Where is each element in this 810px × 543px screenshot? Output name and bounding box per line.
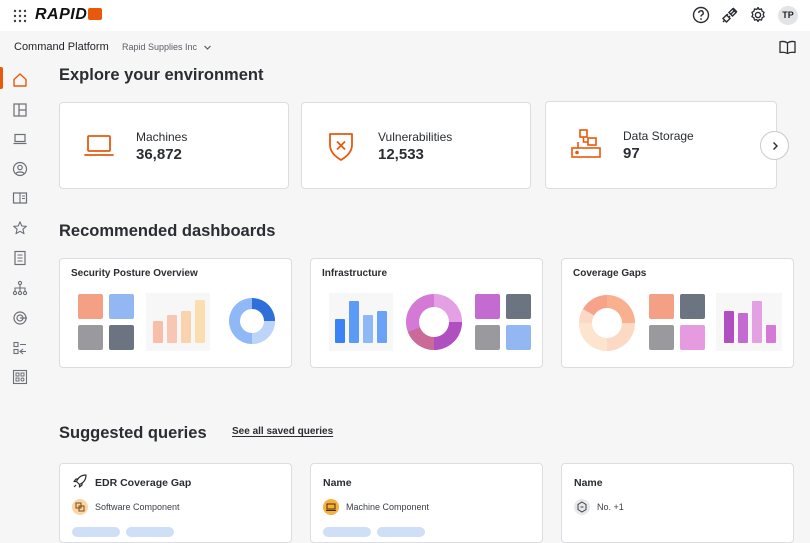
sidebar-item-machines[interactable] — [10, 129, 30, 149]
chevron-down-icon[interactable] — [203, 43, 212, 52]
query-title: Name — [574, 477, 603, 489]
query-title: EDR Coverage Gap — [95, 477, 192, 489]
vulnerability-component-icon — [574, 499, 590, 515]
dashboard-preview — [329, 293, 531, 351]
settings-icon[interactable] — [749, 6, 767, 24]
active-nav-indicator — [0, 67, 3, 89]
see-all-saved-queries-link[interactable]: See all saved queries — [232, 426, 334, 437]
query-tag — [72, 527, 120, 537]
sidebar-item-rules[interactable] — [10, 338, 30, 358]
stat-card-machines[interactable]: Machines 36,872 — [59, 102, 289, 189]
query-tag — [126, 527, 174, 537]
query-component: Software Component — [95, 502, 180, 512]
hierarchy-icon — [12, 280, 28, 296]
dashboard-title: Coverage Gaps — [573, 268, 647, 279]
query-card[interactable]: Name No. +1 — [561, 463, 794, 543]
dashboard-card-coverage-gaps[interactable]: Coverage Gaps — [561, 258, 794, 368]
dashboard-card-infrastructure[interactable]: Infrastructure — [310, 258, 543, 368]
rules-icon — [13, 341, 26, 355]
queries-heading: Suggested queries — [59, 424, 207, 442]
sidebar-item-hierarchy[interactable] — [10, 278, 30, 298]
machines-icon — [13, 133, 27, 145]
stat-value: 12,533 — [378, 146, 424, 163]
shield-x-icon — [329, 133, 353, 161]
sidebar-item-reports[interactable] — [10, 248, 30, 268]
user-avatar[interactable]: TP — [778, 6, 798, 25]
stat-label: Vulnerabilities — [378, 130, 453, 144]
stat-card-data-storage[interactable]: Data Storage 97 — [545, 101, 777, 189]
stat-label: Data Storage — [623, 129, 694, 143]
book-icon[interactable] — [779, 40, 796, 54]
sidebar-item-surface[interactable] — [10, 308, 30, 328]
identities-icon — [12, 161, 28, 177]
explore-heading: Explore your environment — [59, 66, 264, 84]
storage-icon — [571, 129, 601, 158]
laptop-icon — [84, 135, 114, 156]
query-component: No. +1 — [597, 502, 624, 512]
machine-component-icon — [323, 499, 339, 515]
sidebar-item-identities[interactable] — [10, 159, 30, 179]
software-component-icon — [72, 499, 88, 515]
sidebar-item-favorites[interactable] — [10, 218, 30, 238]
components-icon — [12, 369, 28, 385]
platform-title: Command Platform — [14, 41, 109, 53]
sidebar-item-library[interactable] — [10, 188, 30, 208]
query-card[interactable]: Name Machine Component — [310, 463, 543, 543]
stat-value: 36,872 — [136, 146, 182, 163]
chevron-right-icon — [772, 141, 778, 150]
dashboard-preview — [78, 293, 275, 351]
dashboard-title: Security Posture Overview — [71, 268, 198, 279]
stat-label: Machines — [136, 130, 188, 144]
sidebar — [0, 62, 40, 528]
home-icon — [13, 73, 27, 87]
sidebar-item-dashboards[interactable] — [10, 100, 30, 120]
top-bar: RAPID TP — [0, 0, 810, 31]
library-icon — [12, 192, 28, 204]
sidebar-item-home[interactable] — [10, 70, 30, 90]
dashboards-icon — [13, 103, 27, 117]
apps-grid-icon[interactable] — [13, 9, 27, 23]
query-tag — [323, 527, 371, 537]
dashboard-preview — [579, 293, 782, 351]
rocket-icon — [73, 474, 87, 488]
help-icon[interactable] — [692, 6, 710, 24]
query-card[interactable]: EDR Coverage Gap Software Component — [59, 463, 292, 543]
query-component: Machine Component — [346, 502, 430, 512]
dashboard-card-security-posture[interactable]: Security Posture Overview — [59, 258, 292, 368]
rapid7-logo[interactable]: RAPID — [35, 6, 103, 24]
context-bar: Command Platform Rapid Supplies Inc — [0, 31, 810, 62]
integrations-icon[interactable] — [721, 6, 739, 24]
next-cards-button[interactable] — [760, 131, 789, 160]
dashboard-title: Infrastructure — [322, 268, 388, 279]
dashboards-heading: Recommended dashboards — [59, 222, 276, 240]
stat-card-vulnerabilities[interactable]: Vulnerabilities 12,533 — [301, 102, 531, 189]
stat-value: 97 — [623, 145, 640, 162]
favorites-icon — [13, 221, 27, 235]
org-selector[interactable]: Rapid Supplies Inc — [122, 42, 198, 52]
query-tag — [377, 527, 425, 537]
sidebar-item-components[interactable] — [10, 367, 30, 387]
surface-icon — [13, 311, 27, 325]
reports-icon — [14, 250, 26, 266]
query-title: Name — [323, 477, 352, 489]
